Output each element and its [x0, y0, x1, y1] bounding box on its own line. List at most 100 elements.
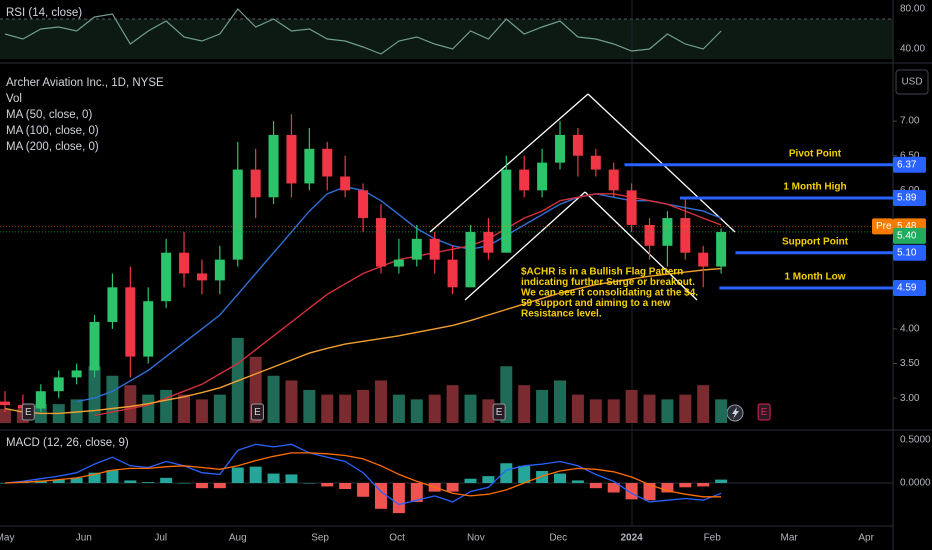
flag-drawing: [429, 93, 736, 301]
volume-bar: [410, 399, 423, 423]
y-tick-label: 80.00: [900, 4, 925, 15]
earnings-label: E: [25, 407, 32, 418]
candle-body: [161, 252, 172, 302]
price-badge-label: 5.48: [897, 221, 917, 232]
volume-bar: [464, 394, 477, 423]
macd-histogram-bar: [52, 479, 65, 484]
last-badge: [893, 227, 926, 244]
macd-histogram-bar: [679, 483, 692, 488]
macd-histogram-bar: [571, 480, 584, 484]
price-badge: [893, 156, 926, 173]
volume-bar: [715, 399, 728, 423]
level-label: Pivot Point: [789, 148, 842, 159]
candle-body: [626, 190, 637, 225]
chart-title: Archer Aviation Inc., 1D, NYSE: [6, 77, 164, 89]
candle-body: [393, 259, 404, 267]
earnings-label: E: [761, 407, 768, 418]
candle-body: [429, 238, 440, 260]
volume-bar: [357, 389, 370, 423]
x-tick-label: Dec: [549, 533, 567, 544]
macd-histogram-bar: [464, 478, 477, 484]
macd-histogram-bar: [267, 473, 280, 484]
macd-histogram-bar: [589, 483, 602, 489]
alert-icon: [726, 404, 744, 422]
price-badge: [893, 189, 926, 206]
candle-body: [519, 169, 530, 191]
annotation: 59 support and aiming to a new: [521, 298, 671, 309]
earnings-marker: [250, 403, 264, 421]
x-tick-label: May: [0, 533, 14, 544]
candle-body: [0, 401, 11, 406]
candle-body: [107, 287, 118, 322]
candle-body: [286, 134, 297, 184]
price-badge: [893, 244, 926, 261]
macd-histogram-bar: [321, 483, 334, 487]
macd-histogram-bar: [178, 483, 191, 484]
x-tick-label: Feb: [704, 533, 722, 544]
volume-bar: [607, 399, 620, 423]
annotation: $ACHR is in a Bullish Flag Pattern: [521, 267, 683, 278]
macd-histogram-bar: [697, 483, 710, 487]
macd-histogram-bar: [554, 473, 567, 484]
macd-histogram-bar: [213, 483, 226, 489]
macd-histogram-bar: [339, 483, 352, 490]
price-badge-label: 5.10: [897, 247, 917, 258]
volume-bar: [518, 385, 531, 423]
pre-label: Pre: [876, 221, 892, 232]
macd-histogram-bar: [142, 482, 155, 484]
macd-histogram-bar: [88, 472, 101, 484]
candle-body: [340, 176, 351, 191]
candle-body: [483, 231, 494, 253]
macd-histogram-bar: [607, 483, 620, 493]
candle-body: [179, 252, 190, 274]
volume-bar: [88, 366, 101, 423]
candle-body: [232, 169, 243, 260]
volume-bar: [697, 385, 710, 423]
signal-line: [4, 452, 722, 498]
candle-body: [411, 238, 422, 260]
macd-histogram-bar: [643, 483, 656, 501]
y-tick-label: 7.00: [900, 116, 920, 127]
x-tick-label: Nov: [467, 533, 485, 544]
macd-histogram-bar: [231, 467, 244, 484]
macd-histogram-bar: [195, 483, 208, 489]
volume-bar: [625, 389, 638, 423]
macd-histogram-bar: [446, 483, 459, 492]
volume-bar: [339, 394, 352, 423]
moving-average: [94, 193, 722, 417]
rsi-band: [0, 19, 893, 59]
candle-body: [35, 391, 46, 409]
macd-histogram-bar: [285, 474, 298, 484]
earnings-marker: [757, 403, 771, 421]
volume-bar: [285, 380, 298, 423]
volume-bar: [392, 394, 405, 423]
currency-box[interactable]: [895, 69, 929, 95]
macd-histogram-bar: [410, 483, 423, 502]
volume-bar: [589, 399, 602, 423]
candle-body: [447, 259, 458, 288]
macd-histogram-bar: [715, 479, 728, 484]
candle-body: [698, 252, 709, 267]
price-badge: [893, 280, 926, 297]
x-tick-label: Jun: [76, 533, 92, 544]
candle-body: [71, 370, 82, 378]
volume-bar: [249, 356, 262, 423]
candle-body: [590, 155, 601, 170]
volume-bar: [446, 385, 459, 423]
candle-body: [644, 224, 655, 246]
moving-average: [4, 267, 722, 415]
annotation: Resistance level.: [521, 309, 602, 320]
annotation: We can see it consolidating at the $4.: [521, 288, 698, 299]
y-tick-label: 0.5000: [900, 435, 931, 446]
earnings-label: E: [496, 407, 503, 418]
earnings-marker: [492, 403, 506, 421]
candle-body: [304, 148, 315, 184]
x-tick-label: Apr: [858, 533, 874, 544]
candle-body: [662, 218, 673, 246]
candle-body: [555, 134, 566, 163]
y-tick-label: 40.00: [900, 44, 925, 55]
macd-histogram-bar: [249, 466, 262, 484]
macd-histogram-bar: [518, 465, 531, 484]
x-tick-label: Mar: [781, 533, 799, 544]
rsi-title: RSI (14, close): [6, 7, 82, 19]
